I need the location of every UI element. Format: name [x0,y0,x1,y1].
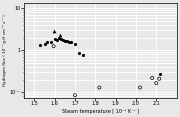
Point [158,78,161,80]
Point [139,87,141,88]
Point [45,41,48,43]
Y-axis label: Hydrogen flux ( 10⁻¹ g-H cm⁻² s⁻¹ ): Hydrogen flux ( 10⁻¹ g-H cm⁻² s⁻¹ ) [3,15,8,86]
Point [78,52,80,54]
Point [55,39,58,41]
Point [49,41,52,43]
Point [159,73,162,74]
Point [53,38,56,40]
Point [98,87,101,88]
Point [69,41,72,43]
Point [65,40,68,42]
Point [58,34,61,36]
Point [74,94,76,96]
Point [63,40,66,42]
Point [57,37,60,39]
Point [52,45,55,47]
Point [61,39,64,40]
Point [74,43,76,44]
Point [151,77,154,79]
X-axis label: Steam temperature [ 10⁻³ K⁻¹ ]: Steam temperature [ 10⁻³ K⁻¹ ] [62,109,139,113]
Point [52,30,55,32]
Point [39,44,42,46]
Point [68,41,70,43]
Point [82,54,85,56]
Point [155,82,158,84]
Point [43,43,46,44]
Point [59,38,62,40]
